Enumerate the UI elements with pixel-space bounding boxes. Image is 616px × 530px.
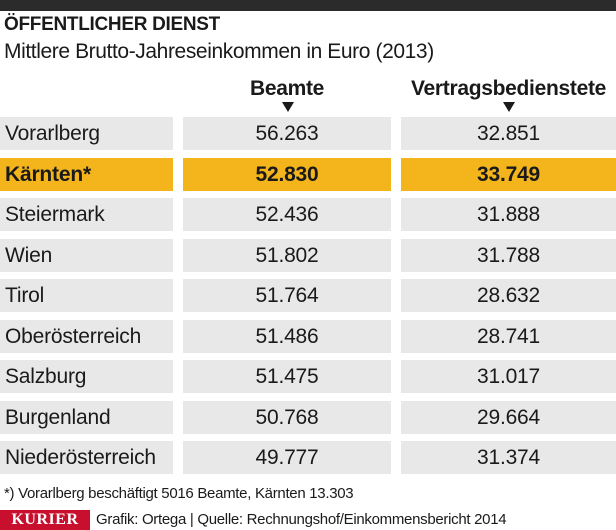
region-name: Salzburg [0, 360, 173, 393]
value-vertragsbedienstete: 31.888 [401, 198, 616, 231]
table-row: Burgenland 50.768 29.664 [0, 401, 616, 434]
value-beamte: 51.486 [183, 320, 391, 353]
table-row: Oberösterreich 51.486 28.741 [0, 320, 616, 353]
column-header-beamte: Beamte [249, 77, 325, 100]
value-vertragsbedienstete: 28.741 [401, 320, 616, 353]
value-beamte: 52.830 [183, 158, 391, 191]
chart-title: ÖFFENTLICHER DIENST [4, 14, 220, 35]
chart-subtitle: Mittlere Brutto-Jahreseinkommen in Euro … [4, 40, 434, 63]
value-vertragsbedienstete: 29.664 [401, 401, 616, 434]
table-row: Steiermark 52.436 31.888 [0, 198, 616, 231]
value-vertragsbedienstete: 31.788 [401, 239, 616, 272]
value-beamte: 50.768 [183, 401, 391, 434]
region-name: Wien [0, 239, 173, 272]
value-beamte: 49.777 [183, 441, 391, 474]
credit-line: KURIER Grafik: Ortega | Quelle: Rechnung… [0, 510, 616, 530]
value-vertragsbedienstete: 31.374 [401, 441, 616, 474]
value-beamte: 51.475 [183, 360, 391, 393]
region-name: Steiermark [0, 198, 173, 231]
region-name: Oberösterreich [0, 320, 173, 353]
value-vertragsbedienstete: 32.851 [401, 117, 616, 150]
table-row: Kärnten* 52.830 33.749 [0, 158, 616, 191]
value-beamte: 52.436 [183, 198, 391, 231]
source-text: Grafik: Ortega | Quelle: Rechnungshof/Ei… [96, 511, 507, 528]
region-name: Tirol [0, 279, 173, 312]
table-row: Salzburg 51.475 31.017 [0, 360, 616, 393]
value-vertragsbedienstete: 31.017 [401, 360, 616, 393]
value-beamte: 51.802 [183, 239, 391, 272]
region-name: Kärnten* [0, 158, 173, 191]
column-header-vertragsbedienstete: Vertragsbedienstete [410, 77, 607, 100]
value-beamte: 51.764 [183, 279, 391, 312]
table-row: Niederösterreich 49.777 31.374 [0, 441, 616, 474]
value-beamte: 56.263 [183, 117, 391, 150]
table-row: Tirol 51.764 28.632 [0, 279, 616, 312]
table-row: Wien 51.802 31.788 [0, 239, 616, 272]
region-name: Niederösterreich [0, 441, 173, 474]
footnote: *) Vorarlberg beschäftigt 5016 Beamte, K… [4, 485, 354, 502]
value-vertragsbedienstete: 28.632 [401, 279, 616, 312]
kurier-logo: KURIER [0, 510, 90, 530]
region-name: Vorarlberg [0, 117, 173, 150]
top-bar [0, 0, 616, 11]
table-row: Vorarlberg 56.263 32.851 [0, 117, 616, 150]
down-arrow-icon [503, 102, 515, 112]
down-arrow-icon [282, 102, 294, 112]
region-name: Burgenland [0, 401, 173, 434]
value-vertragsbedienstete: 33.749 [401, 158, 616, 191]
